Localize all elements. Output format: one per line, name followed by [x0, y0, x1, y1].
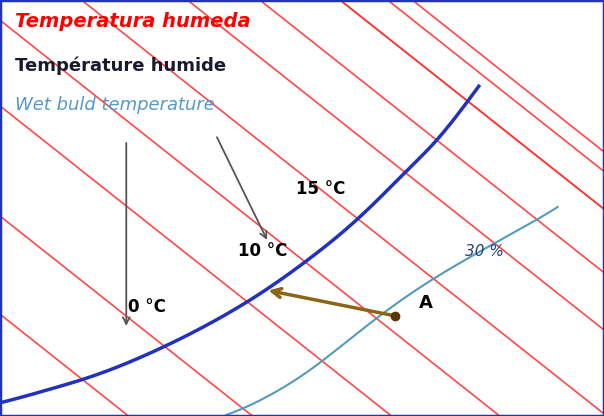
Text: Temperatura humeda: Temperatura humeda — [15, 12, 251, 32]
Text: Wet buld temperature: Wet buld temperature — [15, 96, 215, 114]
Text: Température humide: Température humide — [15, 56, 226, 74]
Text: 10 °C: 10 °C — [239, 242, 288, 260]
Text: 0 °C: 0 °C — [129, 298, 166, 316]
Text: 30 %: 30 % — [464, 244, 504, 259]
Text: A: A — [419, 294, 433, 312]
Text: 15 °C: 15 °C — [296, 180, 345, 198]
